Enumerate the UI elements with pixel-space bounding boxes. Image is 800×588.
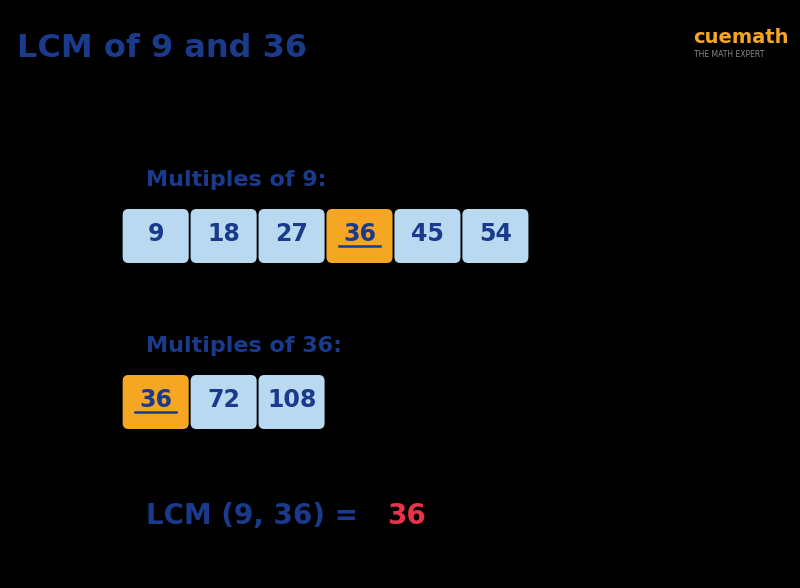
Text: 36: 36 [139, 388, 172, 412]
FancyBboxPatch shape [258, 375, 325, 429]
FancyBboxPatch shape [122, 375, 189, 429]
Text: 72: 72 [207, 388, 240, 412]
Text: 45: 45 [411, 222, 444, 246]
Text: THE MATH EXPERT: THE MATH EXPERT [694, 50, 764, 59]
FancyBboxPatch shape [122, 209, 189, 263]
Text: 9: 9 [147, 222, 164, 246]
Text: 36: 36 [387, 502, 426, 530]
Text: cuemath: cuemath [694, 28, 789, 47]
Text: Multiples of 9:: Multiples of 9: [146, 170, 326, 190]
FancyBboxPatch shape [190, 375, 257, 429]
Text: LCM (9, 36) =: LCM (9, 36) = [146, 502, 368, 530]
FancyBboxPatch shape [326, 209, 393, 263]
Text: 27: 27 [275, 222, 308, 246]
Text: 18: 18 [207, 222, 240, 246]
Text: LCM of 9 and 36: LCM of 9 and 36 [17, 33, 307, 64]
FancyBboxPatch shape [462, 209, 529, 263]
Text: 54: 54 [479, 222, 512, 246]
Text: 108: 108 [267, 388, 316, 412]
FancyBboxPatch shape [258, 209, 325, 263]
FancyBboxPatch shape [190, 209, 257, 263]
Text: 36: 36 [343, 222, 376, 246]
Text: Multiples of 36:: Multiples of 36: [146, 336, 342, 356]
FancyBboxPatch shape [394, 209, 461, 263]
